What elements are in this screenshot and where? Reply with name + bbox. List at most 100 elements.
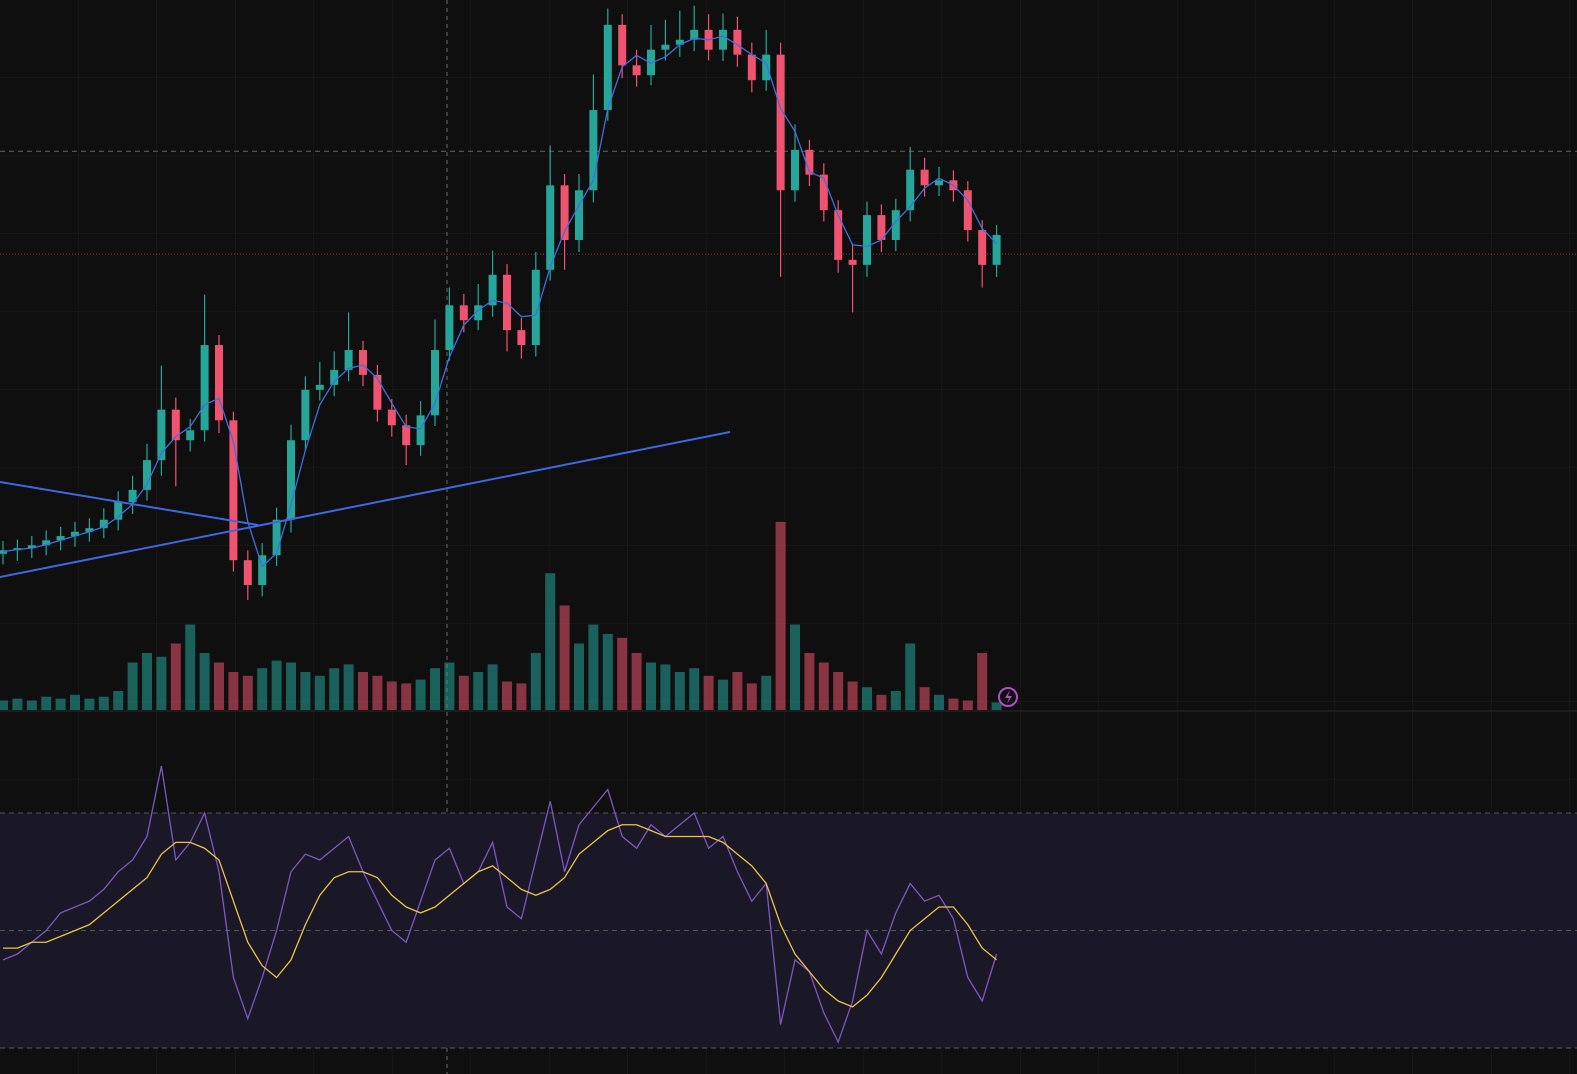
- candle-body: [474, 305, 483, 321]
- candle-body: [575, 190, 583, 240]
- candle-body: [733, 29, 742, 55]
- candle-body: [719, 29, 727, 50]
- volume-bar: [948, 698, 959, 710]
- volume-bar: [199, 653, 210, 710]
- candle-body: [877, 215, 886, 240]
- volume-bar: [473, 672, 484, 710]
- candle-body: [387, 409, 396, 426]
- candle-body: [243, 560, 252, 586]
- candle-body: [618, 24, 627, 66]
- candle-body: [531, 269, 540, 346]
- volume-bar: [214, 662, 224, 710]
- volume-bar: [530, 653, 541, 710]
- candle-body: [445, 305, 454, 351]
- candle-body: [99, 519, 108, 529]
- candle-body: [402, 425, 411, 446]
- candle-body: [675, 39, 684, 45]
- trend-line: [0, 431, 731, 578]
- candle-body: [632, 65, 641, 76]
- candle-body: [488, 274, 497, 306]
- candle-body: [963, 190, 972, 231]
- volume-bar: [401, 683, 412, 710]
- candle-body: [978, 230, 987, 265]
- candle-body: [776, 54, 785, 191]
- volume-bar: [977, 653, 988, 710]
- candle-body: [330, 369, 339, 385]
- candle-body: [287, 440, 295, 520]
- volume-bar: [26, 700, 37, 710]
- candle-body: [603, 24, 612, 111]
- trend-line: [0, 481, 259, 526]
- candle-body: [747, 54, 756, 81]
- volume-bar: [934, 694, 944, 710]
- candle-body: [431, 350, 439, 416]
- volume-bar: [242, 675, 253, 710]
- volume-bar: [156, 656, 167, 710]
- candle-body: [517, 330, 526, 346]
- candle-body: [157, 409, 166, 461]
- volume-bar: [602, 634, 613, 710]
- volume-bar: [962, 700, 973, 710]
- volume-bar: [862, 687, 872, 710]
- volume-bar: [142, 653, 152, 710]
- candle-body: [315, 384, 324, 390]
- candle-body: [935, 180, 943, 186]
- volume-bar: [790, 624, 800, 710]
- volume-bar: [185, 624, 196, 710]
- candle-body: [359, 350, 367, 375]
- volume-bar: [905, 643, 916, 710]
- volume-bar: [372, 675, 383, 710]
- volume-bar: [732, 672, 743, 710]
- candle-body: [186, 430, 195, 441]
- candle-body: [128, 489, 137, 502]
- volume-bar: [646, 662, 656, 710]
- volume-bar: [70, 694, 80, 710]
- volume-bar: [300, 672, 311, 710]
- candle-body: [344, 350, 353, 370]
- candle-body: [171, 409, 180, 441]
- volume-bar: [660, 664, 671, 710]
- alert-icon[interactable]: [998, 687, 1018, 707]
- volume-bar: [847, 681, 858, 710]
- volume-bar: [703, 675, 714, 710]
- moving-average: [2, 35, 998, 568]
- candle-body: [906, 169, 915, 211]
- candle-body: [546, 185, 555, 270]
- candle-body: [258, 555, 267, 586]
- volume-bar: [55, 698, 66, 710]
- candle-body: [762, 54, 771, 81]
- candle-body: [503, 274, 511, 331]
- candle-body: [891, 210, 900, 240]
- candle-body: [301, 389, 310, 441]
- volume-bar: [761, 675, 772, 710]
- candle-body: [661, 44, 670, 50]
- volume-bar: [386, 681, 397, 710]
- volume-bar: [574, 643, 584, 710]
- volume-bar: [689, 668, 700, 710]
- candle-body: [229, 420, 238, 561]
- candle-body: [71, 531, 79, 537]
- candle-body: [27, 545, 36, 549]
- volume-bar: [0, 700, 8, 710]
- volume-bar: [84, 698, 95, 710]
- marks: [0, 5, 1577, 1049]
- volume-bar: [775, 521, 786, 710]
- volume-bar: [890, 691, 901, 710]
- candle-body: [143, 460, 151, 490]
- volume-bar: [98, 696, 109, 710]
- volume-bar: [919, 687, 930, 710]
- candle-body: [589, 110, 598, 191]
- rsi-line: [2, 765, 998, 1044]
- candle-body: [920, 169, 929, 186]
- volume-bar: [41, 696, 52, 710]
- volume-bar: [502, 681, 512, 710]
- candle-body: [85, 528, 94, 532]
- volume-bar: [559, 605, 570, 710]
- volume-bar: [818, 662, 829, 710]
- volume-bar: [746, 683, 757, 710]
- volume-bar: [804, 653, 815, 710]
- volume-bar: [228, 672, 239, 710]
- volume-bar: [343, 664, 354, 710]
